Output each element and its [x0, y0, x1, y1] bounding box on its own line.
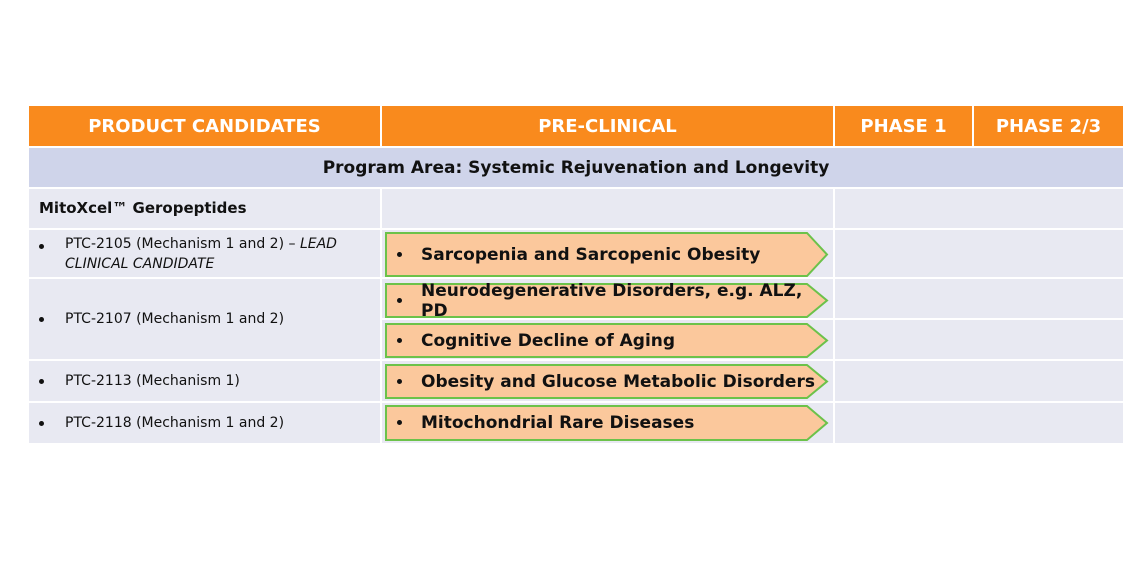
candidate-text: PTC-2113 (Mechanism 1)	[65, 371, 240, 391]
candidate-text: PTC-2105 (Mechanism 1 and 2) – LEAD CLIN…	[65, 234, 380, 274]
arrow-polygon	[385, 364, 829, 399]
arrow-shape	[385, 364, 829, 399]
arrow-shape	[385, 283, 829, 318]
bullet	[39, 317, 44, 322]
candidate-text: PTC-2118 (Mechanism 1 and 2)	[65, 413, 284, 433]
candidate-cell	[29, 279, 380, 359]
candidate-name: PTC-2113 (Mechanism 1)	[65, 373, 240, 389]
candidate-name: PTC-2118 (Mechanism 1 and 2)	[65, 415, 285, 431]
candidate: PTC-2107 (Mechanism 1 and 2)	[29, 279, 380, 359]
candidate-cell	[29, 403, 380, 443]
candidate: PTC-2105 (Mechanism 1 and 2) – LEAD CLIN…	[29, 230, 380, 277]
bullet	[397, 420, 402, 425]
phase-cell	[835, 230, 1123, 277]
indication-arrow: Obesity and Glucose Metabolic Disorders	[385, 364, 829, 399]
indication-arrow: Sarcopenia and Sarcopenic Obesity	[385, 232, 829, 277]
candidate: PTC-2118 (Mechanism 1 and 2)	[29, 403, 380, 443]
arrow-polygon	[385, 323, 829, 358]
header-cell: PHASE 2/3	[974, 106, 1123, 146]
arrow-polygon	[385, 232, 829, 277]
header-cell: PHASE 1	[835, 106, 972, 146]
phase-cell	[835, 189, 1123, 228]
phase-cell	[835, 403, 1123, 443]
bullet	[397, 378, 402, 384]
indication-arrow: Mitochondrial Rare Diseases	[385, 405, 829, 441]
candidate: PTC-2113 (Mechanism 1)	[29, 361, 380, 401]
bullet	[39, 379, 44, 384]
candidate-cell	[29, 189, 380, 228]
indication-label: Obesity and Glucose Metabolic Disorders	[421, 371, 815, 392]
indication-label: Cognitive Decline of Aging	[421, 330, 676, 351]
arrow-shape	[385, 232, 829, 277]
bullet	[39, 421, 44, 426]
candidate-text: PTC-2107 (Mechanism 1 and 2)	[65, 309, 284, 329]
candidate-cell	[29, 230, 380, 277]
indication-label: Sarcopenia and Sarcopenic Obesity	[421, 244, 761, 265]
group-title: MitoXcel™ Geropeptides	[39, 199, 247, 217]
indication-label: Mitochondrial Rare Diseases	[421, 413, 695, 433]
phase-cell	[835, 320, 1123, 359]
header-cell: PRE-CLINICAL	[382, 106, 833, 146]
program-area: Program Area: Systemic Rejuvenation and …	[29, 148, 1123, 187]
arrow-polygon	[385, 283, 829, 318]
bullet	[397, 251, 402, 257]
candidate-cell	[29, 361, 380, 401]
indication-label: Neurodegenerative Disorders, e.g. ALZ, P…	[421, 280, 803, 321]
phase-cell	[835, 361, 1123, 401]
candidate-note: LEAD CLINICAL CANDIDATE	[65, 235, 337, 272]
arrow-polygon	[385, 405, 829, 441]
header-cell: PRODUCT CANDIDATES	[29, 106, 380, 146]
bullet	[397, 337, 402, 343]
arrow-shape	[385, 323, 829, 358]
candidate-name: PTC-2105 (Mechanism 1 and 2) –	[65, 235, 300, 252]
candidate-name: PTC-2107 (Mechanism 1 and 2)	[65, 311, 285, 327]
preclinical-cell	[382, 189, 833, 228]
bullet	[39, 243, 44, 249]
phase-cell	[835, 279, 1123, 318]
indication-arrow: Neurodegenerative Disorders, e.g. ALZ, P…	[385, 280, 829, 321]
bullet	[397, 297, 402, 303]
indication-arrow: Cognitive Decline of Aging	[385, 323, 829, 358]
arrow-shape	[385, 405, 829, 441]
